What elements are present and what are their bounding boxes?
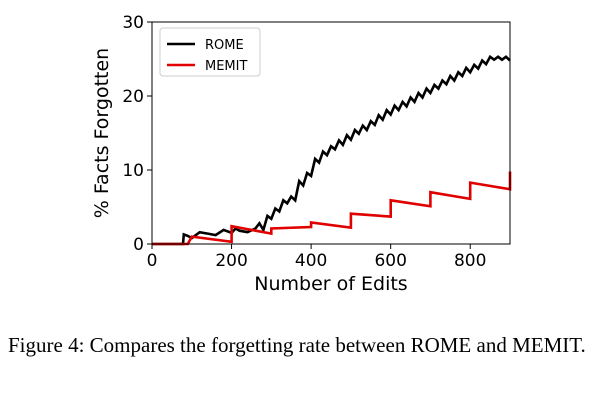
series-line-memit — [152, 171, 512, 246]
figure-caption: Figure 4: Compares the forgetting rate b… — [8, 333, 586, 357]
x-tick-label: 800 — [454, 251, 486, 271]
legend-label-memit: MEMIT — [205, 59, 247, 74]
y-axis-label: % Facts Forgotten — [91, 48, 113, 218]
series-line-rome — [152, 54, 511, 246]
x-tick-label: 600 — [374, 251, 406, 271]
legend: ROME MEMIT — [159, 27, 261, 77]
y-tick-label: 30 — [122, 13, 144, 33]
forgetting-rate-chart: 0 200 400 600 800 0 10 20 30 Number of Edits % F… — [91, 13, 512, 295]
plot-area-frame — [151, 21, 511, 245]
x-axis-label: Number of Edits — [254, 273, 407, 295]
x-tick-label: 400 — [295, 251, 327, 271]
x-tick-label: 0 — [147, 251, 158, 271]
x-tick-label: 200 — [215, 251, 247, 271]
y-tick-label: 10 — [122, 161, 144, 181]
y-tick-label: 20 — [122, 87, 144, 107]
legend-label-rome: ROME — [205, 38, 244, 53]
y-tick-label: 0 — [133, 235, 144, 255]
